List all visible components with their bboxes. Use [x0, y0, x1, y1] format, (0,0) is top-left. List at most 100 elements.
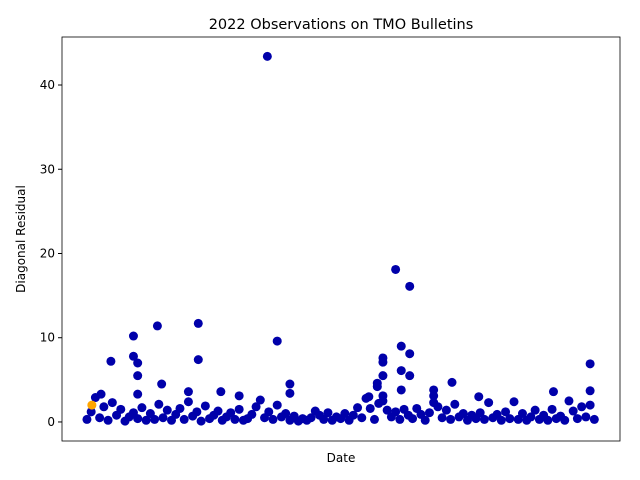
point: [447, 377, 457, 387]
point: [183, 397, 193, 407]
point: [154, 399, 164, 409]
chart-title: 2022 Observations on TMO Bulletins: [209, 17, 474, 33]
point: [548, 387, 558, 397]
point: [99, 402, 109, 412]
point: [255, 395, 265, 405]
point: [137, 403, 147, 413]
point: [395, 414, 405, 424]
point: [369, 414, 379, 424]
point: [479, 414, 489, 424]
point: [560, 415, 570, 425]
point: [517, 409, 527, 419]
point: [133, 371, 143, 381]
y-tick-label: 10: [40, 331, 55, 345]
point: [133, 414, 143, 424]
point: [251, 402, 261, 412]
point: [268, 414, 278, 424]
point: [433, 402, 443, 412]
point: [543, 415, 553, 425]
point: [391, 264, 401, 274]
point: [340, 409, 350, 419]
point: [106, 356, 116, 366]
point: [152, 321, 162, 331]
y-tick-label: 0: [47, 415, 55, 429]
point: [475, 408, 485, 418]
point: [437, 413, 447, 423]
point: [501, 407, 511, 417]
point: [458, 409, 468, 419]
point: [272, 336, 282, 346]
point: [585, 400, 595, 410]
point: [446, 414, 456, 424]
point: [226, 408, 236, 418]
point: [285, 388, 295, 398]
y-tick-label: 20: [40, 246, 55, 260]
point: [382, 405, 392, 415]
point: [396, 385, 406, 395]
plot-frame: [61, 36, 621, 442]
y-tick-label: 40: [40, 78, 55, 92]
x-axis-label: Date: [327, 451, 356, 465]
point: [162, 405, 172, 415]
point: [378, 357, 388, 367]
point: [133, 358, 143, 368]
point: [87, 400, 97, 410]
point: [150, 414, 160, 424]
point: [183, 387, 193, 397]
point: [484, 398, 494, 408]
point: [568, 406, 578, 416]
point: [581, 412, 591, 422]
point: [247, 409, 257, 419]
point: [230, 414, 240, 424]
point: [141, 415, 151, 425]
point: [128, 351, 138, 361]
point: [572, 414, 582, 424]
point: [216, 387, 226, 397]
point: [585, 359, 595, 369]
point: [234, 404, 244, 414]
point: [378, 396, 388, 406]
point: [103, 415, 113, 425]
point: [262, 51, 272, 61]
point: [530, 405, 540, 415]
point: [196, 416, 206, 426]
point: [396, 341, 406, 351]
point: [86, 407, 96, 417]
point: [193, 318, 203, 328]
point: [424, 408, 434, 418]
y-tick-label: 30: [40, 162, 55, 176]
point: [526, 412, 536, 422]
point: [128, 331, 138, 341]
point: [264, 407, 274, 417]
point: [234, 391, 244, 401]
point: [348, 410, 358, 420]
point: [372, 382, 382, 392]
y-axis-label: Diagonal Residual: [14, 185, 28, 293]
point: [158, 413, 168, 423]
point: [378, 371, 388, 381]
point: [107, 398, 117, 408]
point: [577, 402, 587, 412]
point: [179, 414, 189, 424]
point: [474, 392, 484, 402]
point: [505, 414, 515, 424]
point: [319, 414, 329, 424]
point: [95, 413, 105, 423]
point: [585, 386, 595, 396]
point: [306, 413, 316, 423]
point: [405, 281, 415, 291]
point: [281, 409, 291, 419]
point: [192, 407, 202, 417]
point: [405, 371, 415, 381]
point: [450, 399, 460, 409]
point: [509, 397, 519, 407]
point: [405, 349, 415, 359]
point: [133, 389, 143, 399]
point: [589, 414, 599, 424]
point: [157, 379, 167, 389]
point: [396, 366, 406, 376]
point: [323, 408, 333, 418]
point: [272, 400, 282, 410]
point: [429, 391, 439, 401]
